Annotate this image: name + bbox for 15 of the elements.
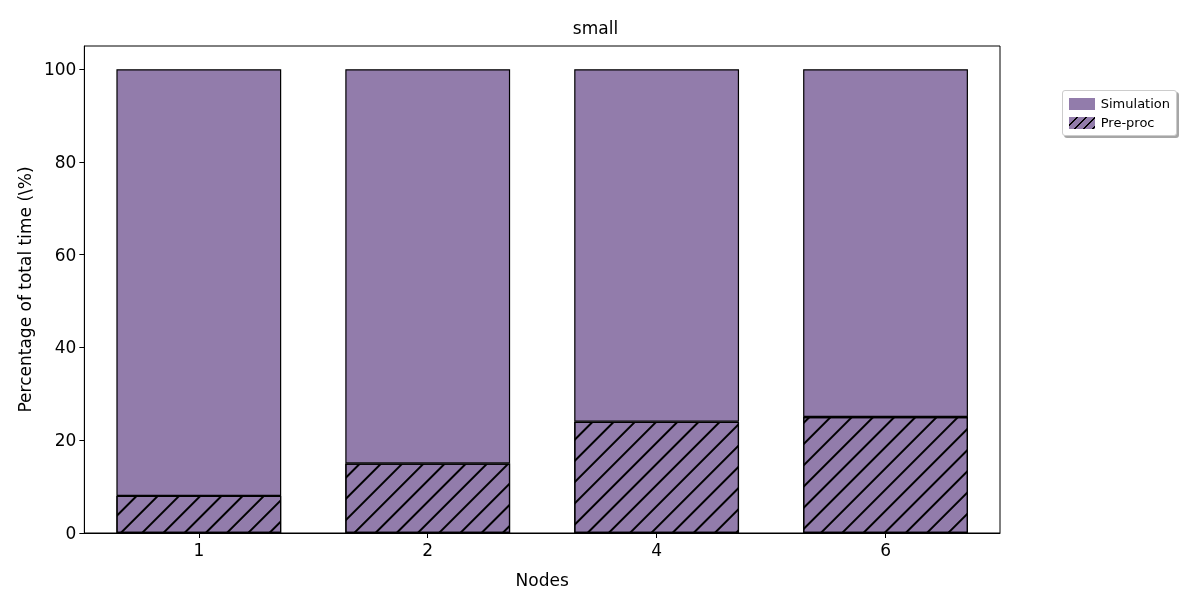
legend-label: Pre-proc [1100,115,1155,130]
x-tick-label: 1 [193,539,205,560]
x-axis-title: Nodes [515,569,569,590]
y-axis-title: Percentage of total time (\%) [14,166,35,413]
x-tick-label: 2 [422,539,434,560]
y-tick-label: 100 [43,59,77,80]
x-tick-label: 6 [880,539,891,560]
y-tick-label: 0 [65,523,77,543]
text: Simulation [1100,96,1170,111]
chart-title: small [572,17,619,38]
y-tick-label: 20 [54,430,77,451]
y-tick-label: 60 [54,244,77,265]
y-tick-label: 80 [54,151,77,172]
x-tick-label: 4 [651,539,663,560]
y-tick-label: 40 [54,337,77,358]
